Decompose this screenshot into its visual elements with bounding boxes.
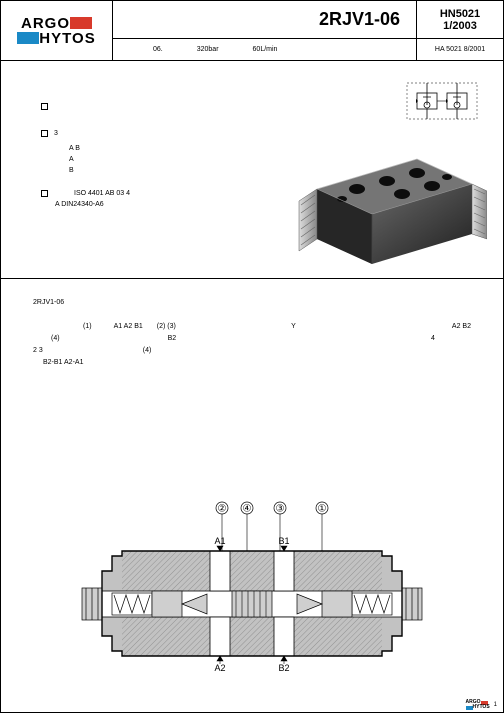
- label-b1: B1: [278, 536, 289, 546]
- frag9: (4): [143, 345, 152, 357]
- model-title: 2RJV1-06: [113, 1, 416, 38]
- checkbox-icon: [41, 190, 48, 197]
- spec-row: 06. 320bar 60L/min: [113, 38, 416, 60]
- logo-top-box: [70, 17, 92, 29]
- desc-title: 2RJV1-06: [33, 297, 471, 309]
- hydraulic-symbol: [397, 79, 487, 127]
- doc-number: HN5021: [440, 8, 480, 20]
- footer: ARGO HYTOS 1: [466, 700, 497, 710]
- callout-3: ③: [276, 504, 285, 515]
- description-text: 2RJV1-06 (1) A1 A2 B1 (2) (3) Y A2 B2 (4…: [1, 279, 503, 369]
- frag6: A2 B2: [411, 321, 471, 333]
- frag4: B2: [168, 333, 177, 345]
- logo-bottom-box: [17, 32, 39, 44]
- spec-size: 06.: [153, 46, 163, 53]
- frag10: 2 3: [33, 345, 43, 357]
- bullet-3-line2: A DIN24340-A6: [41, 199, 130, 210]
- logo-line1: ARGO: [21, 16, 70, 31]
- header-right: HN5021 1/2003 HA 5021 8/2001: [417, 1, 503, 60]
- section-description: 2RJV1-06 (1) A1 A2 B1 (2) (3) Y A2 B2 (4…: [1, 279, 503, 698]
- label-b2: B2: [278, 663, 289, 673]
- replaces: HA 5021 8/2001: [417, 38, 503, 60]
- frag2: A1 A2 B1: [114, 321, 143, 333]
- frag5: Y: [176, 321, 411, 333]
- bullet-2-prefix: 3: [54, 130, 58, 137]
- logo-cell: ARGO HYTOS: [1, 1, 113, 60]
- callout-1: ①: [318, 504, 327, 515]
- label-a2: A2: [214, 663, 225, 673]
- spec-pressure: 320bar: [197, 46, 219, 53]
- bullet-2-line2: B: [41, 165, 130, 176]
- cross-section-diagram: ② ④ ③ ①: [62, 496, 442, 686]
- brand-logo: ARGO HYTOS: [17, 16, 95, 46]
- bullet-3-line1: ISO 4401 AB 03 4: [54, 190, 130, 197]
- checkbox-icon: [41, 130, 48, 137]
- checkbox-icon: [41, 103, 48, 110]
- header: ARGO HYTOS 2RJV1-06 06. 320bar 60L/min H…: [1, 1, 503, 61]
- spec-flow: 60L/min: [253, 46, 278, 53]
- frag7: 4: [431, 333, 471, 345]
- section-overview: 3 A B A B ISO 4401 AB 03 4 A DIN24340-A6: [1, 61, 503, 279]
- footer-logo: ARGO HYTOS: [466, 700, 490, 710]
- frag1: (1): [83, 321, 92, 333]
- bullet-2-line1: A: [41, 154, 130, 165]
- feature-list: 3 A B A B ISO 4401 AB 03 4 A DIN24340-A6: [41, 101, 130, 210]
- bullet-2-line0: A B: [41, 143, 130, 154]
- logo-line2: HYTOS: [39, 31, 95, 46]
- frag8: (4): [51, 333, 60, 345]
- label-a1: A1: [214, 536, 225, 546]
- page-number: 1: [494, 702, 497, 708]
- frag11: B2-B1 A2-A1: [33, 357, 471, 369]
- product-photo: [287, 139, 487, 269]
- doc-date: 1/2003: [443, 20, 477, 32]
- frag3: (2) (3): [157, 321, 176, 333]
- header-mid: 2RJV1-06 06. 320bar 60L/min: [113, 1, 417, 60]
- callout-2: ②: [218, 504, 227, 515]
- callout-4: ④: [243, 504, 252, 515]
